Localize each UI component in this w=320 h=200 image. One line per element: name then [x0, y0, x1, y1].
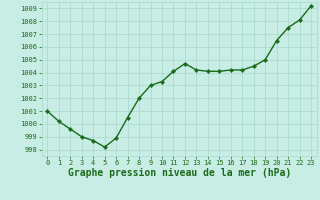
X-axis label: Graphe pression niveau de la mer (hPa): Graphe pression niveau de la mer (hPa) [68, 168, 291, 178]
